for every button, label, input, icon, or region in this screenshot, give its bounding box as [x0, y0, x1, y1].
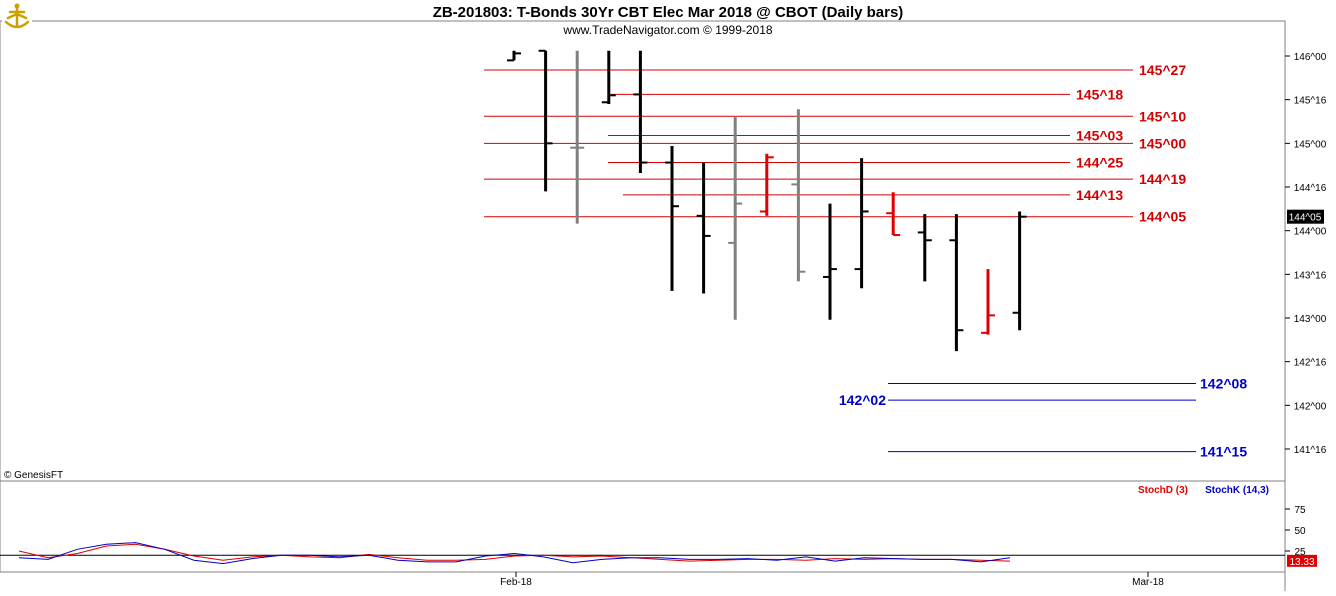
date-tick-label: Mar-18 [1132, 577, 1164, 588]
price-tick-label: 143^16 [1294, 270, 1327, 281]
stoch-d-legend: StochD (3) [1138, 485, 1188, 496]
support-level-label: 142^08 [1200, 376, 1247, 392]
ohlc-bar [759, 153, 774, 216]
chart-subtitle: www.TradeNavigator.com © 1999-2018 [562, 23, 772, 37]
last-stoch-label: 13.33 [1289, 557, 1314, 568]
price-panel[interactable] [0, 20, 1286, 482]
ohlc-bar [633, 50, 648, 174]
resistance-level-label: 145^27 [1139, 62, 1186, 78]
trade-navigator-ship-logo-icon [2, 2, 32, 32]
price-tick-label: 145^00 [1294, 139, 1327, 150]
ohlc-bar [981, 269, 995, 335]
price-tick-label: 142^16 [1294, 358, 1327, 369]
stoch-k-legend: StochK (14,3) [1205, 485, 1269, 496]
chart-title: ZB-201803: T-Bonds 30Yr CBT Elec Mar 201… [433, 4, 904, 21]
last-price-marker [1287, 209, 1324, 224]
date-axis: Feb-18 Mar-18 [500, 572, 1164, 588]
resistance-level-label: 145^03 [1076, 127, 1123, 143]
price-tick-label: 146^00 [1294, 52, 1327, 63]
resistance-level-label: 144^05 [1139, 209, 1186, 225]
ohlc-bar [728, 117, 743, 320]
stoch-tick-label: 50 [1294, 526, 1306, 537]
price-tick-label: 141^16 [1294, 445, 1327, 456]
price-bars [507, 49, 1027, 352]
ohlc-bar [917, 214, 932, 282]
price-tick-label: 145^16 [1294, 96, 1327, 107]
ohlc-bar [791, 109, 806, 282]
stoch-tick-label: 75 [1294, 505, 1306, 516]
price-tick-label: 144^16 [1294, 183, 1327, 194]
price-tick-label: 144^00 [1294, 227, 1327, 238]
resistance-level-label: 144^25 [1076, 155, 1123, 171]
ohlc-bar [1012, 211, 1027, 331]
stoch-tick-label: 25 [1294, 547, 1306, 558]
date-tick-label: Feb-18 [500, 577, 532, 588]
resistance-level-label: 145^10 [1139, 108, 1186, 124]
stoch-d-line [18, 543, 1011, 562]
last-price-label: 144^05 [1289, 213, 1322, 224]
ohlc-bar [538, 49, 553, 192]
ohlc-bar [601, 50, 616, 105]
data-credit: © GenesisFT [4, 470, 63, 481]
ohlc-bar [886, 192, 901, 237]
price-tick-label: 143^00 [1294, 314, 1327, 325]
resistance-level-label: 145^18 [1076, 86, 1123, 102]
ohlc-bar [507, 50, 521, 62]
resistance-level-label: 144^13 [1076, 187, 1123, 203]
price-axis: 146^00 145^16 145^00 144^16 144^00 143^16 143^… [1285, 52, 1327, 456]
stochastic-panel[interactable] [0, 480, 1286, 573]
last-stoch-marker [1287, 554, 1317, 567]
ohlc-bar [570, 50, 585, 224]
ohlc-bar [823, 203, 837, 320]
support-level-label: 142^02 [839, 392, 886, 408]
ohlc-bar [854, 158, 869, 289]
support-level-label: 141^15 [1200, 444, 1247, 460]
ohlc-bar [696, 162, 711, 294]
resistance-level-label: 144^19 [1139, 171, 1186, 187]
ohlc-bar [665, 145, 679, 291]
resistance-level-label: 145^00 [1139, 135, 1186, 151]
support-resistance-levels: 145^27 145^18 145^10 145^03 145^00 144^25 144^… [484, 62, 1247, 460]
stoch-k-line [18, 542, 1011, 565]
ohlc-bar [949, 214, 964, 352]
price-tick-label: 142^00 [1294, 401, 1327, 412]
